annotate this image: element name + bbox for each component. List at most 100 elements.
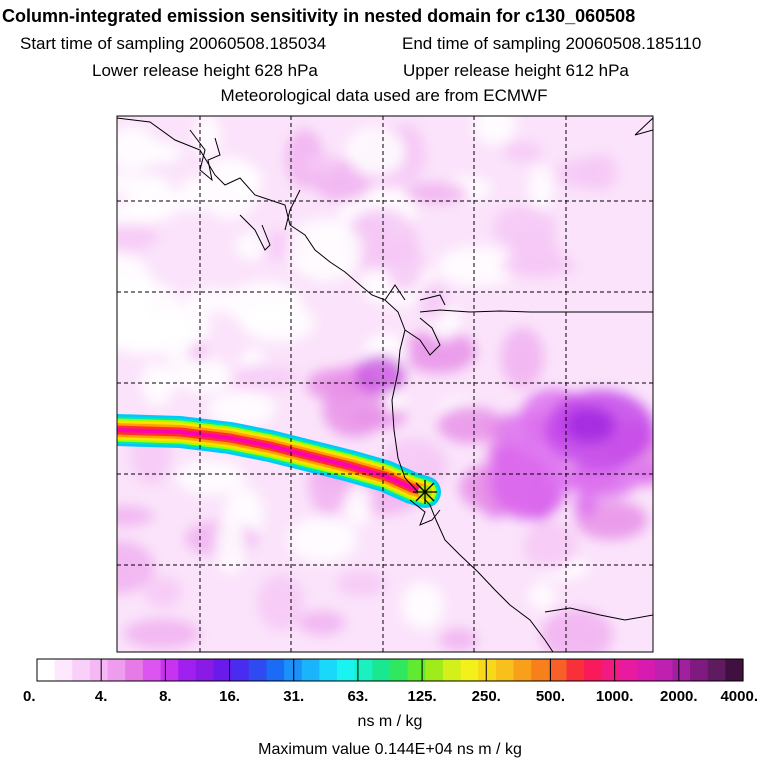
colorbar-cell (619, 659, 638, 681)
colorbar-cell (178, 659, 197, 681)
colorbar-cell (495, 659, 515, 681)
sensitivity-patch (302, 154, 340, 175)
sensitivity-patch (541, 608, 614, 652)
sensitivity-patch (234, 165, 263, 197)
sensitivity-patch (176, 459, 246, 495)
sensitivity-patch (345, 483, 372, 526)
sensitivity-maximum-patch (565, 407, 615, 443)
sensitivity-patch (473, 116, 516, 145)
colorbar-cell (266, 659, 285, 681)
map-frame (116, 115, 654, 653)
colorbar-cell (654, 659, 673, 681)
colorbar-tick-label: 2000. (660, 688, 698, 705)
colorbar-cell (213, 659, 232, 681)
plot-title: Column-integrated emission sensitivity i… (2, 6, 636, 26)
sensitivity-maximum-patch (355, 355, 405, 395)
colorbar-tick-label: 16. (219, 688, 240, 705)
sensitivity-patch (288, 517, 357, 563)
colorbar-units: ns m / kg (357, 713, 423, 730)
start-sampling-label: Start time of sampling 20060508.185034 (20, 34, 327, 53)
sensitivity-patch (437, 405, 502, 444)
colorbar-cell (601, 659, 621, 681)
sensitivity-patch (178, 177, 210, 212)
colorbar-cell (284, 659, 303, 681)
release-location-marker (413, 480, 437, 504)
colorbar-cell (337, 659, 356, 681)
colorbar-cell (725, 659, 744, 681)
colorbar-cell (407, 659, 426, 681)
sensitivity-patch (123, 618, 200, 649)
colorbar-cell (460, 659, 479, 681)
end-sampling-label: End time of sampling 20060508.185110 (402, 34, 702, 53)
colorbar-tick-label: 250. (472, 688, 501, 705)
colorbar-cell (142, 659, 162, 681)
sensitivity-patch (298, 611, 346, 635)
colorbar-cell (231, 659, 250, 681)
colorbar-cell (690, 659, 709, 681)
colorbar-cell (195, 659, 215, 681)
sensitivity-patch (492, 205, 557, 251)
colorbar-cell (707, 659, 726, 681)
colorbar-tick-label: 500. (536, 688, 565, 705)
sensitivity-patch (184, 288, 241, 313)
sensitivity-patch (144, 576, 183, 608)
colorbar-cell (54, 659, 73, 681)
sensitivity-patch (573, 492, 598, 517)
colorbar-cell (531, 659, 550, 681)
colorbar-cell (89, 659, 109, 681)
emission-plume (117, 414, 441, 508)
sensitivity-patch (233, 363, 296, 392)
sensitivity-patch (523, 521, 578, 571)
colorbar-cell (390, 659, 409, 681)
sensitivity-patch (215, 516, 247, 574)
plume-band (117, 428, 427, 494)
sensitivity-patch (146, 315, 197, 359)
colorbar-cell (478, 659, 497, 681)
colorbar-cell (301, 659, 320, 681)
colorbar-tick-label: 4. (95, 688, 108, 705)
colorbar-cell (513, 659, 532, 681)
colorbar-tick-label: 125. (407, 688, 436, 705)
coastline (117, 117, 554, 652)
sensitivity-patch (401, 582, 444, 630)
sensitivity-patch (287, 218, 363, 281)
max-value-label: Maximum value 0.144E+04 ns m / kg (258, 741, 522, 758)
colorbar-tick-label: 0. (23, 688, 36, 705)
sensitivity-patch (117, 540, 155, 594)
colorbar-cell (72, 659, 91, 681)
sensitivity-patch (502, 141, 543, 162)
colorbar-cell (584, 659, 603, 681)
sensitivity-patch (336, 570, 387, 597)
sensitivity-patch (439, 628, 478, 651)
sensitivity-patch (500, 327, 544, 389)
coastline-east (384, 117, 653, 621)
colorbar-cell (372, 659, 391, 681)
lat-lon-grid (117, 116, 653, 652)
colorbar-tick-label: 1000. (596, 688, 634, 705)
colorbar-tick-label: 31. (283, 688, 304, 705)
colorbar-cell (566, 659, 585, 681)
colorbar-cell (107, 659, 126, 681)
sensitivity-patch (344, 208, 418, 271)
colorbar-tick-label: 8. (159, 688, 172, 705)
sensitivity-field (117, 116, 653, 652)
coastline-detail (189, 129, 301, 251)
colorbar-tick-label: 63. (347, 688, 368, 705)
colorbar-tick-label: 4000. (720, 688, 758, 705)
sensitivity-patch (306, 369, 361, 401)
sensitivity-patch (346, 127, 406, 176)
sensitivity-patch (404, 182, 469, 204)
sensitivity-patch (208, 391, 276, 427)
sensitivity-patch (437, 246, 517, 287)
lower-release-label: Lower release height 628 hPa (92, 61, 318, 80)
colorbar-cell (248, 659, 268, 681)
colorbar-cell (354, 659, 373, 681)
colorbar-cell (548, 659, 568, 681)
met-data-label: Meteorological data used are from ECMWF (220, 86, 548, 105)
colorbar-cell (160, 659, 179, 681)
sensitivity-patch (117, 126, 157, 171)
colorbar-cell (442, 659, 462, 681)
sensitivity-patch (126, 185, 184, 220)
colorbar-cell (637, 659, 656, 681)
